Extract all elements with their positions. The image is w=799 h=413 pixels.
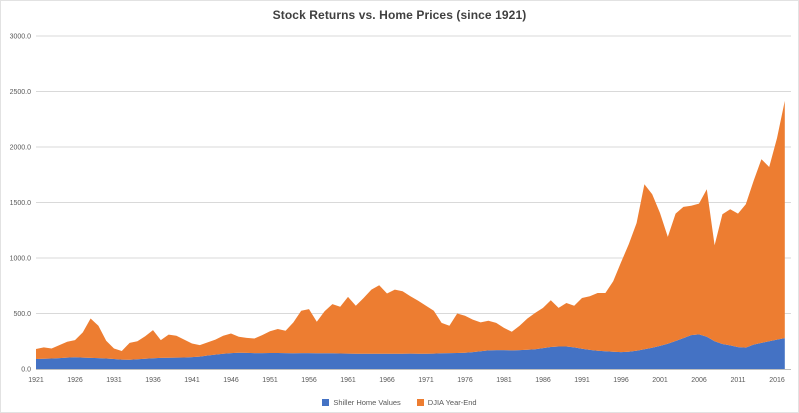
y-tick-label: 1500.0 [10,200,32,207]
x-tick-label: 1976 [457,377,473,384]
x-tick-label: 1936 [145,377,161,384]
y-tick-label: 2000.0 [10,145,32,152]
x-tick-label: 1926 [67,377,83,384]
legend: Shiller Home Values DJIA Year-End [1,398,798,407]
x-tick-label: 1991 [574,377,590,384]
area-shiller-home-values [36,334,785,369]
x-tick-label: 1956 [301,377,317,384]
x-tick-label: 1961 [340,377,356,384]
x-tick-label: 1951 [262,377,278,384]
x-tick-label: 1971 [418,377,434,384]
legend-label-djia-year-end: DJIA Year-End [427,398,477,407]
area-djia-year-end [36,100,785,360]
x-tick-label: 1941 [184,377,200,384]
x-tick-label: 1931 [106,377,122,384]
y-tick-label: 2500.0 [10,89,32,96]
shiller-home-values-swatch-icon [322,399,330,406]
x-tick-label: 1986 [535,377,551,384]
legend-label-shiller-home-values: Shiller Home Values [333,398,401,407]
legend-item-djia-year-end: DJIA Year-End [416,398,477,407]
x-tick-label: 1921 [28,377,44,384]
y-tick-label: 3000.0 [10,34,32,41]
chart-title: Stock Returns vs. Home Prices (since 192… [272,8,527,22]
x-tick-label: 1946 [223,377,239,384]
x-tick-label: 2016 [769,377,785,384]
x-tick-label: 1966 [379,377,395,384]
x-tick-label: 2001 [652,377,668,384]
y-tick-label: 500.0 [13,311,31,318]
y-tick-label: 0.0 [21,367,31,374]
legend-item-shiller-home-values: Shiller Home Values [322,398,401,407]
y-tick-label: 1000.0 [10,256,32,263]
x-tick-label: 1996 [613,377,629,384]
x-tick-label: 2011 [730,377,745,384]
x-tick-label: 1981 [496,377,512,384]
djia-year-end-swatch-icon [416,399,424,406]
x-tick-label: 2006 [691,377,707,384]
